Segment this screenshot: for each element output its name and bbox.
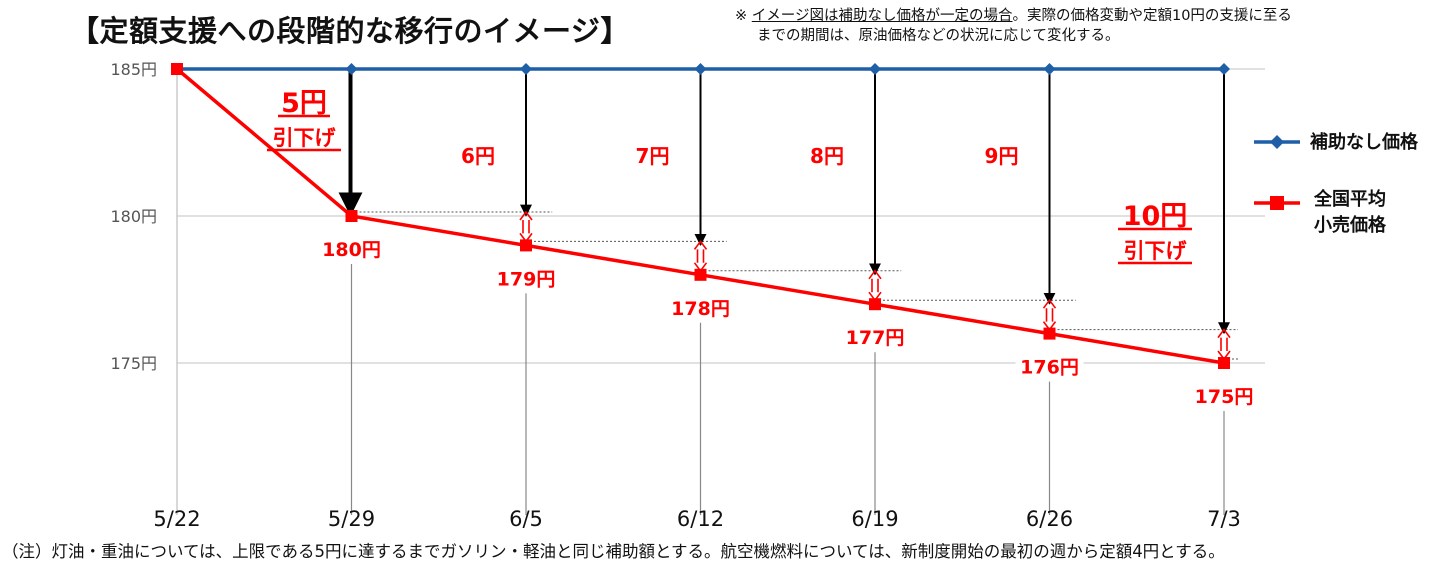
legend-square — [1270, 196, 1284, 210]
marker-diamond — [520, 63, 532, 75]
y-tick-label: 185円 — [110, 60, 157, 79]
point-label: 179円 — [497, 268, 556, 290]
gap-label: 6円 — [461, 144, 495, 168]
marker-square — [171, 63, 183, 75]
step-double-arrow — [1042, 298, 1057, 331]
annotation-amount: 10円 — [1123, 201, 1188, 232]
y-tick-label: 180円 — [110, 207, 157, 226]
point-label-bg — [841, 324, 909, 351]
step-double-arrow — [519, 210, 533, 243]
point-label-bg — [492, 265, 560, 292]
marker-square — [520, 239, 532, 252]
marker-square — [345, 210, 358, 222]
step-double-arrow — [1217, 328, 1231, 361]
note-line-2: までの期間は、原油価格などの状況に応じて変化する。 — [757, 28, 1120, 44]
x-tick-label: 6/19 — [851, 507, 898, 531]
point-label-bg — [666, 294, 735, 321]
point-label: 175円 — [1195, 386, 1254, 408]
point-label: 177円 — [846, 327, 905, 349]
point-label: 178円 — [671, 298, 730, 320]
annotation-text: 引下げ — [273, 126, 337, 150]
step-arrow-shape — [868, 269, 882, 302]
footnote: （注）灯油・重油については、上限である5円に達するまでガソリン・軽油と同じ補助額… — [2, 542, 1225, 561]
page-title: 【定額支援への段階的な移行のイメージ】 — [70, 14, 630, 48]
marker-diamond — [869, 63, 881, 75]
marker-square — [869, 298, 881, 311]
legend-diamond — [1270, 135, 1284, 149]
legend-label-retail-1: 全国平均 — [1313, 188, 1386, 210]
annotation-text: 引下げ — [1124, 239, 1188, 263]
x-tick-label: 5/22 — [153, 507, 200, 531]
note-line-1: ※ イメージ図は補助なし価格が一定の場合。実際の価格変動や定額10円の支援に至る — [735, 6, 1292, 26]
marker-diamond — [1218, 63, 1230, 75]
marker-diamond — [694, 63, 707, 75]
x-tick-label: 5/29 — [328, 507, 375, 531]
legend-label-no-subsidy: 補助なし価格 — [1309, 131, 1419, 153]
y-tick-label: 175円 — [110, 354, 157, 373]
x-tick-label: 7/3 — [1207, 507, 1241, 531]
step-arrow-shape — [1217, 328, 1231, 361]
x-tick-label: 6/26 — [1026, 507, 1073, 531]
note-underlined: イメージ図は補助なし価格が一定の場合 — [751, 8, 1013, 24]
marker-diamond — [1043, 63, 1056, 75]
step-arrow-shape — [1042, 298, 1057, 331]
point-label-bg — [1190, 383, 1258, 409]
annotation-amount: 5円 — [281, 88, 327, 119]
marker-square — [1043, 327, 1056, 340]
point-label-bg — [1015, 353, 1084, 380]
gap-label: 8円 — [810, 144, 844, 168]
note-mark: ※ — [735, 8, 752, 24]
note-rest: 。実際の価格変動や定額10円の支援に至る — [1012, 8, 1292, 24]
note: ※ イメージ図は補助なし価格が一定の場合。実際の価格変動や定額10円の支援に至る… — [735, 6, 1292, 46]
point-label-bg — [317, 236, 386, 262]
gap-label: 9円 — [985, 144, 1019, 168]
x-tick-label: 6/12 — [677, 507, 724, 531]
step-arrow-shape — [693, 240, 708, 273]
x-tick-label: 6/5 — [509, 507, 543, 531]
legend-label-retail-2: 小売価格 — [1314, 214, 1387, 236]
step-arrow-shape — [519, 210, 533, 243]
gap-label: 7円 — [636, 144, 670, 168]
step-double-arrow — [693, 240, 708, 273]
step-double-arrow — [868, 269, 882, 302]
marker-diamond — [345, 63, 358, 75]
marker-square — [1218, 357, 1230, 369]
point-label: 176円 — [1020, 357, 1079, 379]
marker-square — [694, 268, 707, 281]
point-label: 180円 — [322, 239, 381, 261]
